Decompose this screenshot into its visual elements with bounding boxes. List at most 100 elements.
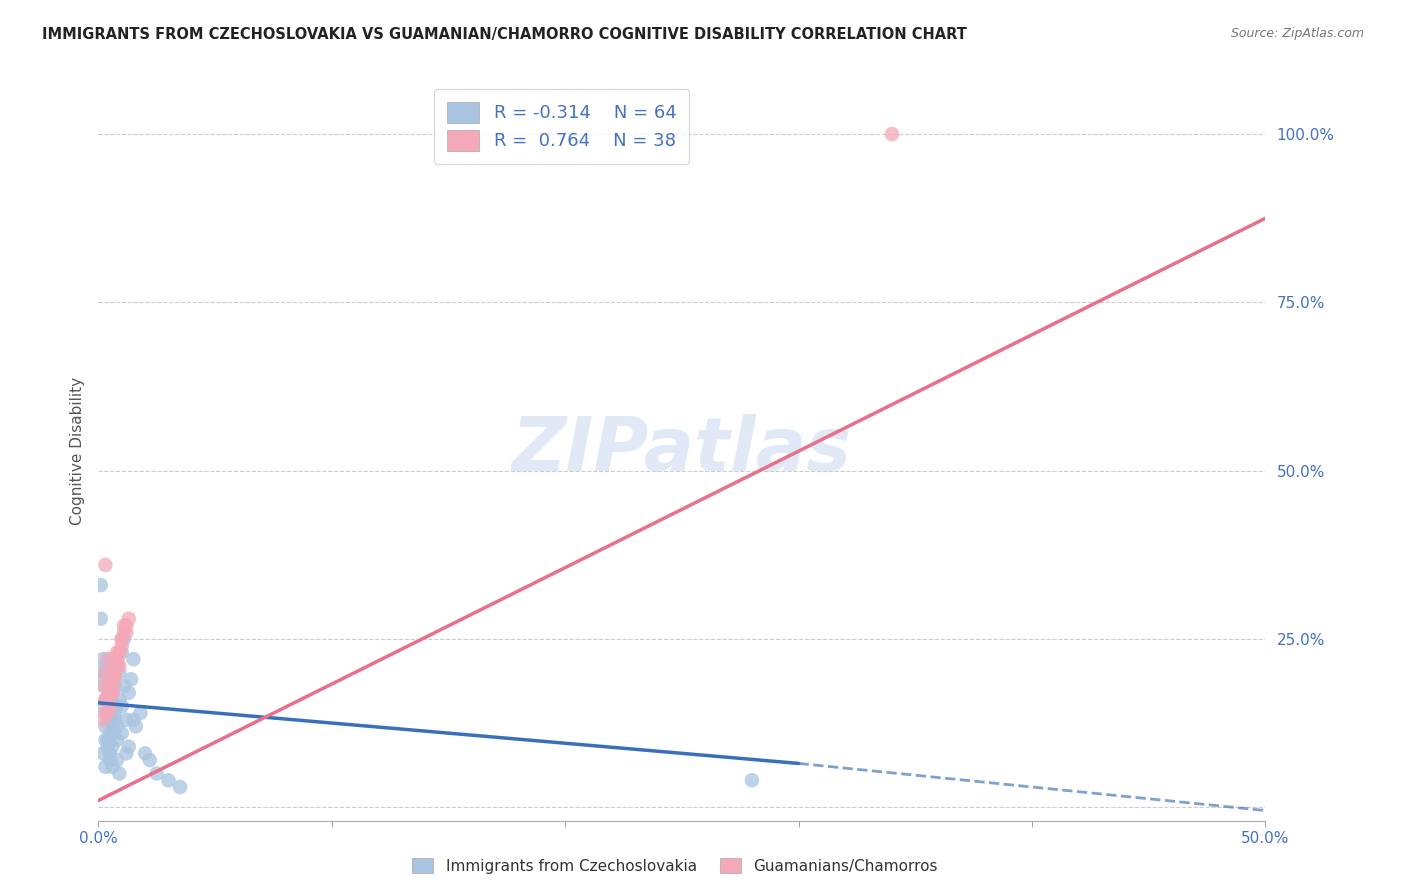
- Point: [105, 652, 128, 666]
- Point: [108, 692, 131, 706]
- Point: [118, 686, 141, 700]
- Point: [112, 625, 135, 640]
- Text: IMMIGRANTS FROM CZECHOSLOVAKIA VS GUAMANIAN/CHAMORRO COGNITIVE DISABILITY CORREL: IMMIGRANTS FROM CZECHOSLOVAKIA VS GUAMAN…: [42, 27, 967, 42]
- Point: [101, 719, 124, 733]
- Point: [98, 679, 121, 693]
- Point: [104, 658, 127, 673]
- Point: [97, 706, 120, 720]
- Point: [91, 673, 114, 687]
- Point: [98, 726, 121, 740]
- Point: [880, 127, 903, 141]
- Point: [105, 753, 128, 767]
- Point: [741, 773, 763, 788]
- Point: [104, 713, 127, 727]
- Point: [97, 692, 120, 706]
- Point: [97, 692, 120, 706]
- Point: [134, 747, 156, 761]
- Point: [94, 679, 117, 693]
- Point: [101, 713, 124, 727]
- Point: [104, 679, 127, 693]
- Point: [97, 679, 120, 693]
- Point: [91, 747, 114, 761]
- Point: [139, 753, 162, 767]
- Point: [94, 760, 117, 774]
- Point: [98, 686, 121, 700]
- Point: [111, 645, 134, 659]
- Point: [122, 652, 145, 666]
- Point: [105, 658, 128, 673]
- Point: [129, 706, 152, 720]
- Point: [120, 673, 142, 687]
- Point: [94, 719, 117, 733]
- Point: [97, 706, 120, 720]
- Point: [105, 699, 128, 714]
- Point: [97, 699, 120, 714]
- Point: [101, 726, 124, 740]
- Point: [97, 652, 120, 666]
- Point: [91, 665, 114, 680]
- Point: [94, 692, 117, 706]
- Point: [122, 713, 145, 727]
- Point: [91, 652, 114, 666]
- Point: [108, 645, 131, 659]
- Point: [125, 719, 148, 733]
- Point: [98, 652, 121, 666]
- Point: [94, 732, 117, 747]
- Point: [108, 766, 131, 780]
- Point: [101, 673, 124, 687]
- Point: [108, 658, 131, 673]
- Point: [97, 739, 120, 754]
- Point: [98, 686, 121, 700]
- Point: [105, 652, 128, 666]
- Point: [104, 673, 127, 687]
- Point: [105, 719, 128, 733]
- Point: [157, 773, 180, 788]
- Point: [111, 639, 134, 653]
- Point: [101, 686, 124, 700]
- Point: [98, 753, 121, 767]
- Y-axis label: Cognitive Disability: Cognitive Disability: [69, 376, 84, 524]
- Point: [108, 645, 131, 659]
- Point: [118, 612, 141, 626]
- Point: [169, 780, 191, 794]
- Point: [146, 766, 169, 780]
- Point: [115, 618, 138, 632]
- Point: [94, 706, 117, 720]
- Point: [105, 732, 128, 747]
- Point: [94, 692, 117, 706]
- Point: [112, 618, 135, 632]
- Point: [115, 713, 138, 727]
- Point: [101, 686, 124, 700]
- Point: [90, 612, 112, 626]
- Point: [91, 713, 114, 727]
- Point: [111, 632, 134, 646]
- Point: [111, 699, 134, 714]
- Point: [112, 679, 135, 693]
- Point: [97, 732, 120, 747]
- Point: [98, 673, 121, 687]
- Point: [118, 739, 141, 754]
- Point: [108, 665, 131, 680]
- Point: [104, 665, 127, 680]
- Point: [90, 578, 112, 592]
- Point: [104, 658, 127, 673]
- Text: ZIPatlas: ZIPatlas: [512, 414, 852, 487]
- Point: [115, 625, 138, 640]
- Point: [97, 665, 120, 680]
- Point: [105, 645, 128, 659]
- Point: [98, 747, 121, 761]
- Legend: Immigrants from Czechoslovakia, Guamanians/Chamorros: Immigrants from Czechoslovakia, Guamania…: [406, 852, 943, 880]
- Point: [101, 739, 124, 754]
- Point: [104, 665, 127, 680]
- Point: [104, 706, 127, 720]
- Point: [101, 679, 124, 693]
- Point: [94, 665, 117, 680]
- Legend: R = -0.314    N = 64, R =  0.764    N = 38: R = -0.314 N = 64, R = 0.764 N = 38: [434, 89, 689, 163]
- Point: [104, 699, 127, 714]
- Point: [91, 679, 114, 693]
- Point: [112, 632, 135, 646]
- Point: [97, 713, 120, 727]
- Point: [101, 760, 124, 774]
- Point: [98, 699, 121, 714]
- Point: [91, 699, 114, 714]
